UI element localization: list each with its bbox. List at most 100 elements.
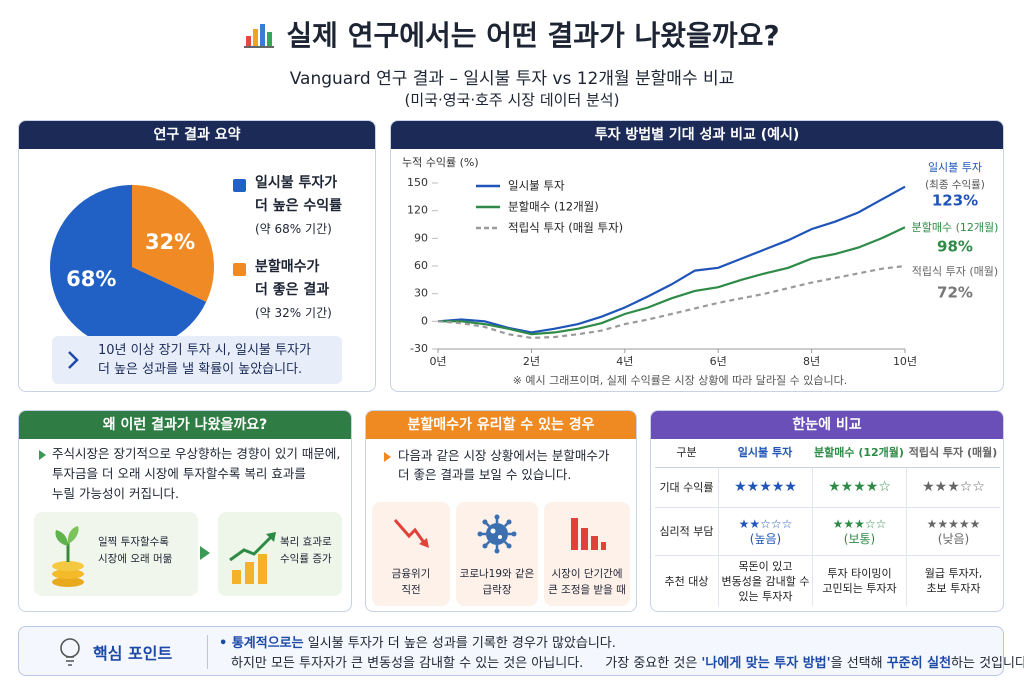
y-tick-label: 120 [407, 204, 428, 217]
legend-label: 분할매수가 더 좋은 결과 [255, 259, 330, 298]
why-card-text: 복리 효과로 수익률 증가 [280, 536, 332, 565]
panel-title: 연구 결과 요약 [19, 121, 375, 149]
legend-label: 일시불 투자가 더 높은 수익률 [255, 175, 343, 214]
end-label-name: 일시불 투자 [928, 160, 982, 174]
row-label: 추천 대상 [664, 574, 709, 588]
end-label-name: 분할매수 (12개월) [912, 221, 999, 234]
panel-title: 투자 방법별 기대 성과 비교 (예시) [391, 121, 1003, 149]
card-icon [477, 514, 517, 554]
key-text: 통계적으로는 [231, 636, 304, 651]
table-cell: 목돈이 있고 변동성을 감내할 수 있는 투자자 [718, 556, 812, 606]
y-tick-label: 60 [414, 259, 428, 272]
x-tick-label: 0년 [429, 355, 446, 368]
summary-note-box: 10년 이상 장기 투자 시, 일시불 투자가 더 높은 성과를 낼 확률이 높… [52, 336, 342, 384]
pie-label: 32% [145, 230, 195, 254]
pie-chart: 32% 68% [49, 185, 214, 349]
table-cell: 투자 타이밍이 고민되는 투자자 [812, 556, 906, 606]
footnote: ※ 예시 그래프이며, 실제 수익률은 시장 상황에 따라 달라질 수 있습니다… [513, 374, 848, 387]
end-label-value: 123% [932, 192, 978, 210]
key-text: '나에게 맞는 투자 방법' [701, 656, 831, 671]
table-cell: ★★★★★ [718, 468, 812, 508]
y-tick-label: -30 [410, 342, 428, 355]
bulb-icon [60, 638, 80, 666]
series-line [437, 185, 906, 334]
chevron [68, 351, 79, 369]
key-text: 꾸준히 실천 [886, 656, 952, 671]
key-line: • 통계적으로는 일시불 투자가 더 높은 성과를 기록한 경우가 많았습니다. [219, 632, 616, 651]
y-tick-label: 90 [414, 231, 428, 244]
why-card: 복리 효과로 수익률 증가 [218, 512, 342, 596]
pie-slice [49, 185, 207, 349]
table-cell: ★★☆☆☆ (높음) [718, 508, 812, 556]
legend-note: (약 32% 기간) [255, 306, 332, 320]
when-card-text: 금융위기 직전 [391, 568, 431, 596]
card-icon [393, 519, 429, 548]
key-title: 핵심 포인트 [93, 644, 173, 663]
panel-title: 분할매수가 유리할 수 있는 경우 [366, 411, 636, 439]
table-cell: 월급 투자자, 초보 투자자 [906, 556, 1000, 606]
line-chart: 누적 수익률 (%) -30 0 30 60 90 120 150 0년 2년 4년 6년 8년 10년 일… [402, 156, 999, 387]
key-text: 을 선택해 [830, 656, 887, 671]
table-cell: ★★★☆☆ [906, 468, 1000, 508]
subtitle: Vanguard 연구 결과 – 일시불 투자 vs 12개월 분할매수 비교 [289, 69, 735, 89]
when-card: 금융위기 직전 [372, 502, 450, 606]
legend-label: 분할매수 (12개월) [508, 200, 599, 214]
y-tick-label: 30 [414, 287, 428, 300]
row-label: 심리적 부담 [655, 508, 718, 556]
when-card: 시장이 단기간에 큰 조정을 받을 때 [544, 502, 630, 606]
when-card-text: 시장이 단기간에 큰 조정을 받을 때 [548, 568, 626, 596]
y-tick-label: 0 [421, 314, 428, 327]
when-text: 다음과 같은 시장 상황에서는 분할매수가 더 좋은 결과를 보일 수 있습니다… [398, 448, 610, 482]
divider [207, 635, 208, 669]
y-tick-label: 150 [407, 176, 428, 189]
table-header: 구분 [655, 438, 718, 468]
x-tick-label: 8년 [803, 355, 820, 368]
x-tick-label: 4년 [616, 355, 633, 368]
summary-note: 10년 이상 장기 투자 시, 일시불 투자가 더 높은 성과를 낼 확률이 높… [98, 343, 311, 377]
legend-swatch [233, 179, 246, 192]
table-header: 일시불 투자 [718, 438, 812, 468]
table-header: 분할매수 (12개월) [812, 438, 906, 468]
pie-label: 68% [66, 267, 116, 291]
why-text: 주식시장은 장기적으로 우상향하는 경향이 있기 때문에, 투자금을 더 오래 … [52, 446, 341, 501]
series-line [438, 226, 906, 336]
legend-note: (약 68% 기간) [255, 222, 332, 236]
x-tick-label: 2년 [523, 355, 540, 368]
key-box: 핵심 포인트 • 통계적으로는 일시불 투자가 더 높은 성과를 기록한 경우가… [18, 626, 1024, 676]
chart-panel: 투자 방법별 기대 성과 비교 (예시) [390, 120, 1004, 392]
end-label-note: (최종 수익률) [925, 179, 985, 191]
table-cell: ★★★★★ (낮음) [906, 508, 1000, 556]
legend-label: 적립식 투자 (매월 투자) [508, 221, 623, 235]
page-title: 실제 연구에서는 어떤 결과가 나왔을까요? [286, 19, 780, 52]
subtitle-sub: (미국·영국·호주 시장 데이터 분석) [404, 91, 620, 109]
end-label-name: 적립식 투자 (매월) [912, 265, 998, 278]
card-icon [571, 518, 606, 550]
title-row: 실제 연구에서는 어떤 결과가 나왔을까요? [0, 14, 1024, 54]
series-line [437, 264, 906, 340]
pie-slice [132, 185, 214, 302]
legend-swatch [233, 263, 246, 276]
key-text: 하는 것입니다. [951, 656, 1024, 671]
card-icon [52, 526, 84, 587]
row-label: 기대 수익률 [655, 468, 718, 508]
table-cell: ★★★☆☆ (보통) [812, 508, 906, 556]
why-card-text: 일찍 투자할수록 시장에 오래 머묾 [98, 536, 173, 565]
why-card: 일찍 투자할수록 시장에 오래 머묾 [34, 512, 198, 596]
when-card-text: 코로나19와 같은 급락장 [459, 568, 535, 596]
table-cell: ★★★★☆ [812, 468, 906, 508]
end-label-value: 72% [937, 284, 973, 302]
table-header: 적립식 투자 (매월) [906, 438, 1000, 468]
end-label-value: 98% [937, 238, 973, 256]
chart-icon [244, 24, 275, 48]
key-text: 가장 중요한 것은 [605, 656, 702, 671]
panel-title: 왜 이런 결과가 나왔을까요? [19, 411, 351, 439]
key-text: 일시불 투자가 더 높은 성과를 기록한 경우가 많았습니다. [303, 636, 616, 651]
legend-label: 일시불 투자 [508, 179, 565, 193]
panel-title: 한눈에 비교 [651, 411, 1003, 439]
bullet [384, 452, 391, 462]
x-tick-label: 6년 [710, 355, 727, 368]
key-text: 하지만 모든 투자자가 큰 변동성을 감내할 수 있는 것은 아닙니다. [231, 656, 584, 671]
y-axis-label: 누적 수익률 (%) [402, 156, 479, 169]
x-tick-label: 10년 [893, 355, 917, 368]
